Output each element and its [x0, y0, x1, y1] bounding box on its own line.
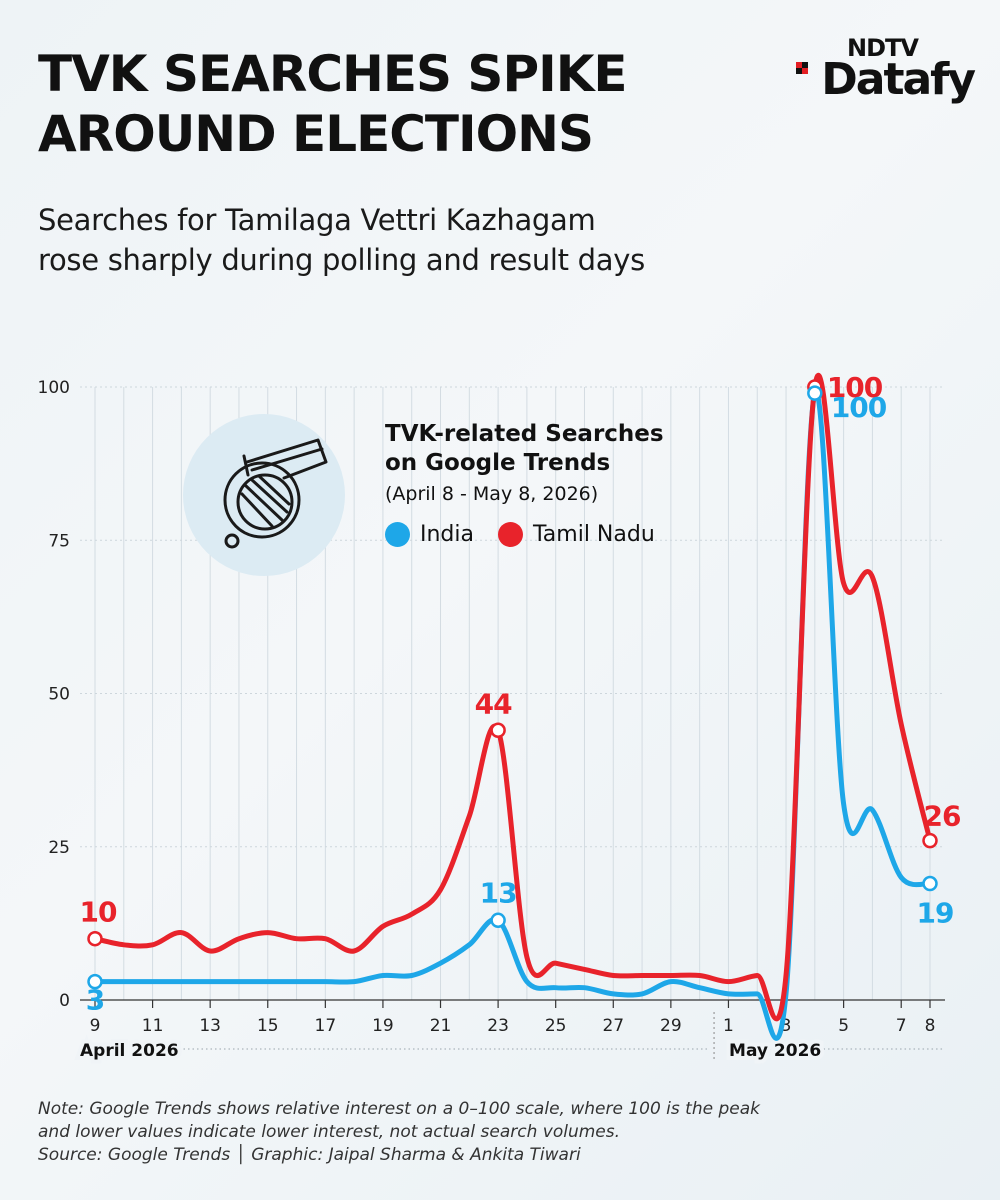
brand-top-text: NDTV [847, 34, 919, 62]
y-tick-label: 75 [48, 531, 70, 551]
x-tick-label: 11 [142, 1016, 164, 1036]
data-label: 26 [924, 800, 961, 833]
legend-title: TVK-related Searches on Google Trends [385, 420, 745, 478]
x-tick-label: 29 [660, 1016, 682, 1036]
source-credit: Source: Google Trends │ Graphic: Jaipal … [38, 1145, 581, 1165]
subtitle-line-2: rose sharply during polling and result d… [38, 243, 645, 277]
y-tick-label: 100 [38, 378, 70, 398]
data-point-marker [922, 875, 938, 892]
legend-title-line-2: on Google Trends [385, 450, 611, 476]
month-label: May 2026 [729, 1041, 821, 1061]
y-tick-label: 50 [48, 685, 70, 705]
legend-swatch-india [385, 522, 410, 547]
month-label: April 2026 [80, 1041, 179, 1061]
legend: TVK-related Searches on Google Trends (A… [385, 420, 745, 547]
x-tick-label: 21 [430, 1016, 452, 1036]
x-tick-label: 3 [781, 1016, 792, 1036]
headline-line-1: TVK SEARCHES SPIKE [38, 45, 628, 103]
x-tick-label: 19 [372, 1016, 394, 1036]
legend-title-line-1: TVK-related Searches [385, 421, 664, 447]
y-tick-label: 25 [48, 838, 70, 858]
data-point-marker [807, 385, 823, 401]
x-tick-label: 7 [896, 1016, 907, 1036]
x-tick-label: 8 [925, 1016, 936, 1036]
y-tick-label: 0 [59, 991, 70, 1011]
note-line-2: and lower values indicate lower interest… [38, 1122, 621, 1142]
data-point-marker [490, 722, 506, 739]
brand-bottom-text: Datafy [821, 54, 976, 105]
data-label: 44 [475, 687, 512, 720]
note-line-1: Note: Google Trends shows relative inter… [38, 1099, 760, 1119]
data-label: 100 [831, 391, 887, 424]
legend-date-range: (April 8 - May 8, 2026) [385, 483, 599, 505]
brand-logo: NDTV Datafy [794, 34, 976, 108]
x-tick-label: 9 [90, 1016, 101, 1036]
x-tick-label: 23 [487, 1016, 509, 1036]
subtitle: Searches for Tamilaga Vettri Kazhagam ro… [38, 200, 645, 280]
x-tick-label: 25 [545, 1016, 567, 1036]
x-tick-label: 15 [257, 1016, 279, 1036]
footer: Note: Google Trends shows relative inter… [38, 1098, 760, 1167]
data-point-marker [922, 832, 938, 849]
legend-items: India Tamil Nadu [385, 522, 745, 547]
data-label: 13 [480, 876, 517, 909]
brand-mark-icon [796, 62, 808, 74]
data-label: 19 [917, 897, 954, 930]
legend-item-india: India [385, 522, 474, 547]
x-tick-label: 13 [199, 1016, 221, 1036]
x-tick-label: 1 [723, 1016, 734, 1036]
series-line-tamil-nadu [92, 373, 933, 1022]
data-point-marker [490, 912, 506, 929]
whistle-icon [183, 414, 345, 576]
x-tick-label: 27 [602, 1016, 624, 1036]
legend-label-tamil-nadu: Tamil Nadu [533, 522, 655, 547]
headline-line-2: AROUND ELECTIONS [38, 105, 594, 163]
data-point-marker [87, 930, 103, 947]
series [92, 373, 933, 1041]
legend-item-tamil-nadu: Tamil Nadu [498, 522, 655, 547]
data-point-marker [87, 973, 103, 990]
series-line-india [92, 388, 933, 1041]
legend-swatch-tamil-nadu [498, 522, 523, 547]
x-tick-label: 17 [315, 1016, 337, 1036]
data-label: 10 [80, 896, 117, 929]
headline: TVK SEARCHES SPIKE AROUND ELECTIONS [38, 44, 628, 164]
data-label: 3 [86, 984, 104, 1017]
data-label: 100 [827, 371, 883, 404]
legend-label-india: India [420, 522, 474, 547]
subtitle-line-1: Searches for Tamilaga Vettri Kazhagam [38, 203, 596, 237]
x-tick-label: 5 [838, 1016, 849, 1036]
